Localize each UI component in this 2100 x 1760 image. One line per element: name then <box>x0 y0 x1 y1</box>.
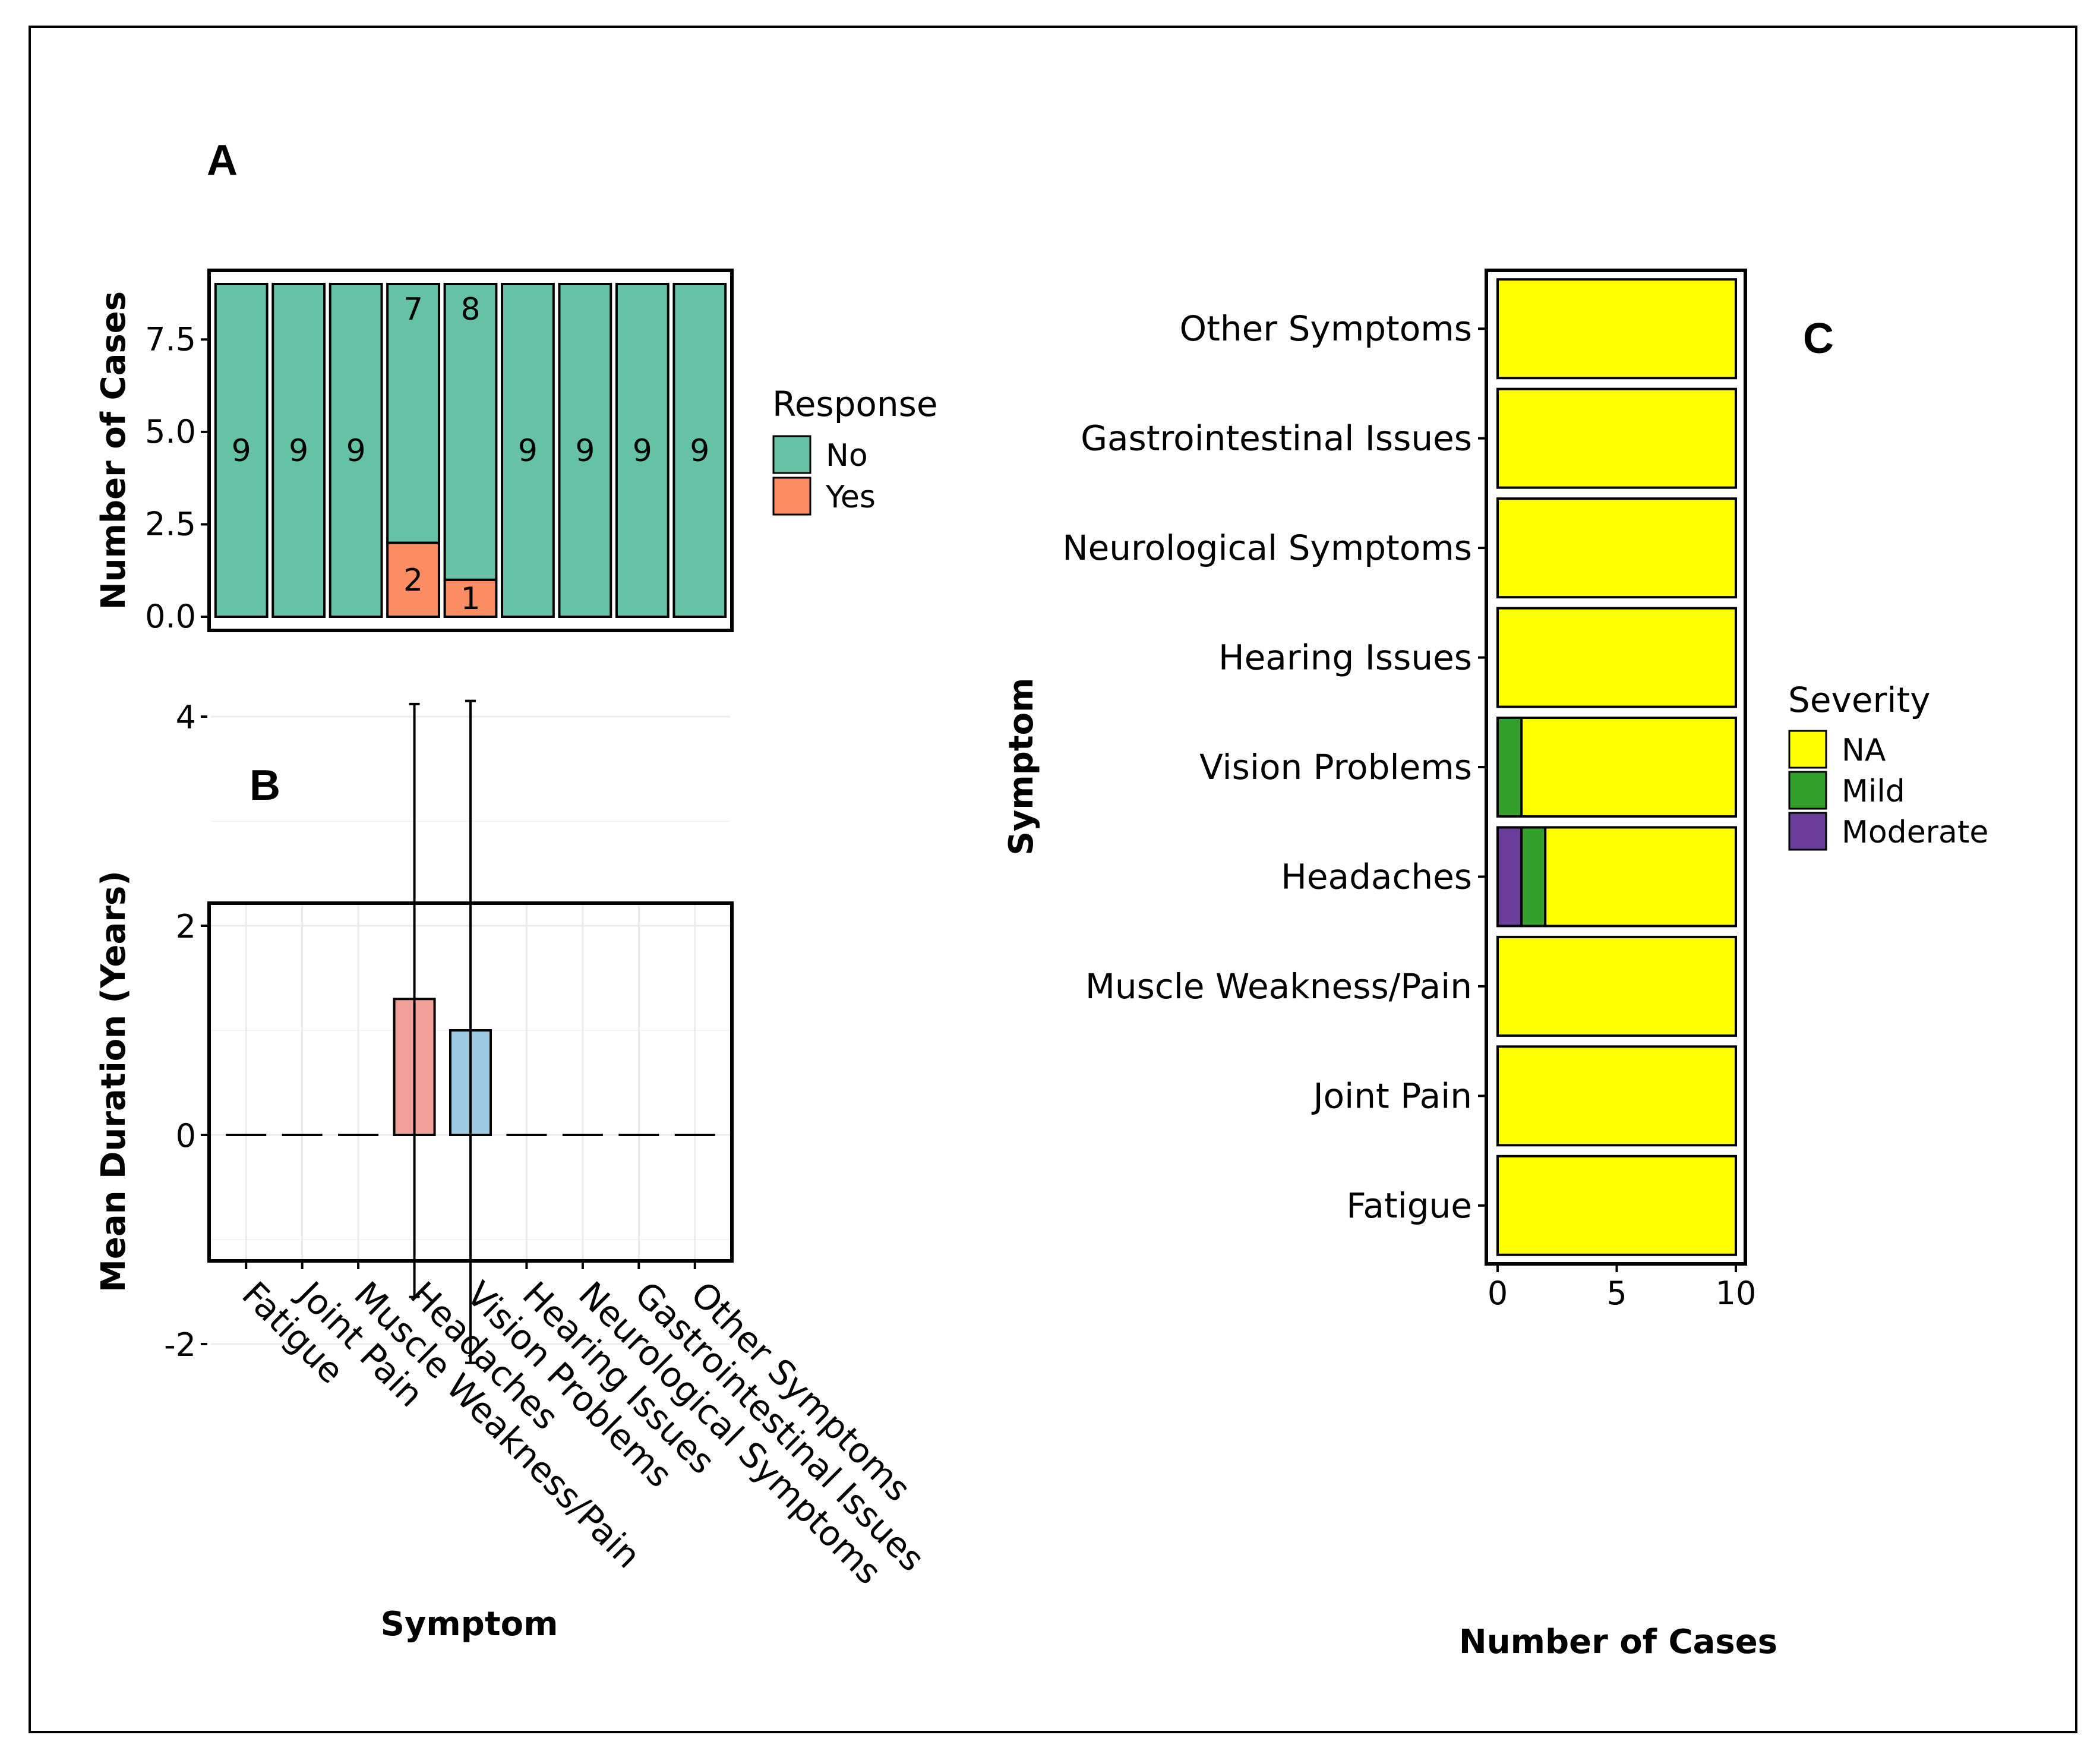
panel-c-chart: Other Symptoms Gastrointestinal Issues Neu… <box>1002 269 1988 1661</box>
bar-c-vision-problems-mild <box>1496 717 1523 818</box>
data-label-a-neurological-symptoms-no: 9 <box>575 433 595 469</box>
legend-swatch-na <box>1788 730 1827 769</box>
y-tick-label-c-headaches: Headaches <box>1281 856 1472 897</box>
bar-c-headaches-mild <box>1520 826 1547 928</box>
panel-c-frame <box>1485 269 1747 1266</box>
bar-a-other-symptoms-no <box>672 283 727 618</box>
bar-c-joint-pain-na <box>1496 1045 1737 1147</box>
bar-a-muscle-weakness-pain-no <box>329 283 383 618</box>
bar-c-muscle-weakness-pain-na <box>1496 935 1737 1037</box>
legend-label-mild: Mild <box>1842 774 1905 809</box>
panel-c-y-tick-labels: Other Symptoms Gastrointestinal Issues Neu… <box>1062 308 1485 1226</box>
legend-swatch-no <box>772 435 811 474</box>
y-tick-label-a: 7.5 <box>145 320 196 358</box>
panel-c-legend: Severity NA Mild Moderate <box>1788 680 1988 851</box>
panel-a-bars: 9 9 9 2 7 1 8 9 9 9 9 <box>214 283 727 618</box>
data-label-a-headaches-no: 7 <box>403 292 423 327</box>
panel-letter-c: C <box>1803 315 1834 362</box>
legend-label-no: No <box>826 438 868 474</box>
data-label-a-hearing-issues-no: 9 <box>518 433 538 469</box>
bar-a-neurological-symptoms-no <box>558 283 612 618</box>
panel-letter-b: B <box>250 762 280 809</box>
y-tick-label-b: -2 <box>164 1326 196 1364</box>
y-tick-label-c-joint-pain: Joint Pain <box>1312 1075 1472 1116</box>
y-tick-label-a: 5.0 <box>145 413 196 450</box>
panel-c-y-axis-title: Symptom <box>1002 678 1041 856</box>
panel-c-x-ticks: 0 5 10 <box>1488 1266 1757 1312</box>
bar-a-joint-pain-no <box>271 283 326 618</box>
bar-a-vision-problems-yes <box>443 578 498 618</box>
y-tick-label-b: 2 <box>176 908 196 945</box>
bar-a-vision-problems-no <box>443 283 498 581</box>
panel-a-chart: 9 9 9 2 7 1 8 9 9 9 9 0.0 2.5 5.0 7.5 Number of Cases… <box>94 269 938 635</box>
bar-a-headaches-yes <box>386 541 440 618</box>
y-tick-label-c-gastrointestinal-issues: Gastrointestinal Issues <box>1081 418 1472 459</box>
y-tick-label-b: 0 <box>176 1117 196 1155</box>
data-label-a-vision-problems-yes: 1 <box>460 581 480 617</box>
bar-c-headaches-moderate <box>1496 826 1523 928</box>
x-tick-label-c: 10 <box>1716 1275 1757 1312</box>
legend-swatch-yes <box>772 477 811 516</box>
bar-c-neurological-symptoms-na <box>1496 497 1737 599</box>
bar-a-hearing-issues-no <box>501 283 555 618</box>
y-tick-label-a: 2.5 <box>145 505 196 542</box>
panel-b-frame <box>207 901 734 1263</box>
data-label-a-joint-pain-no: 9 <box>289 433 308 469</box>
data-label-a-gastrointestinal-issues-no: 9 <box>633 433 652 469</box>
bar-c-hearing-issues-na <box>1496 607 1737 708</box>
bar-a-headaches-no <box>386 283 440 544</box>
legend-swatch-moderate <box>1788 812 1827 851</box>
figure-border <box>29 26 2077 1733</box>
data-label-a-other-symptoms-no: 9 <box>690 433 709 469</box>
panel-a-legend-title: Response <box>772 384 938 424</box>
data-label-a-headaches-yes: 2 <box>403 563 423 598</box>
data-label-a-muscle-weakness-pain-no: 9 <box>346 433 366 469</box>
legend-swatch-mild <box>1788 771 1827 810</box>
y-tick-label-c-vision-problems: Vision Problems <box>1199 747 1472 787</box>
data-label-a-fatigue-no: 9 <box>232 433 251 469</box>
legend-label-yes: Yes <box>825 480 876 515</box>
panel-b-y-ticks: -2 0 2 4 <box>164 699 207 1364</box>
bar-c-other-symptoms-na <box>1496 278 1737 380</box>
x-tick-label-c: 5 <box>1606 1275 1627 1312</box>
bar-a-gastrointestinal-issues-no <box>615 283 670 618</box>
y-tick-label-b: 4 <box>176 699 196 736</box>
panel-b-y-axis-title: Mean Duration (Years) <box>94 870 133 1292</box>
y-tick-label-c-other-symptoms: Other Symptoms <box>1179 308 1472 349</box>
y-tick-label-c-fatigue: Fatigue <box>1346 1185 1472 1226</box>
y-tick-label-c-hearing-issues: Hearing Issues <box>1218 638 1472 678</box>
data-label-a-vision-problems-no: 8 <box>460 292 480 327</box>
panel-b-x-axis-title: Symptom <box>381 1605 558 1644</box>
bar-c-headaches-na <box>1544 826 1737 928</box>
bar-a-fatigue-no <box>214 283 269 618</box>
panel-b-bars <box>226 699 715 1364</box>
panel-a-y-ticks: 0.0 2.5 5.0 7.5 <box>145 320 207 635</box>
x-tick-label-c: 0 <box>1488 1275 1508 1312</box>
y-tick-label-a: 0.0 <box>145 598 196 635</box>
panel-c-x-axis-title: Number of Cases <box>1459 1623 1777 1661</box>
bar-c-gastrointestinal-issues-na <box>1496 387 1737 489</box>
legend-label-na: NA <box>1842 733 1886 768</box>
panel-letter-a: A <box>207 137 238 184</box>
panel-c-bars <box>1496 278 1738 1256</box>
bar-c-vision-problems-na <box>1520 717 1738 818</box>
bar-c-fatigue-na <box>1496 1155 1737 1256</box>
panel-a-y-axis-title: Number of Cases <box>94 291 133 610</box>
panel-a-legend: Response No Yes <box>772 384 938 516</box>
panel-c-legend-title: Severity <box>1788 680 1931 720</box>
y-tick-label-c-neurological-symptoms: Neurological Symptoms <box>1062 528 1472 568</box>
y-tick-label-c-muscle-weakness-pain: Muscle Weakness/Pain <box>1085 966 1472 1007</box>
legend-label-moderate: Moderate <box>1842 815 1988 850</box>
panel-a-frame <box>207 269 734 632</box>
